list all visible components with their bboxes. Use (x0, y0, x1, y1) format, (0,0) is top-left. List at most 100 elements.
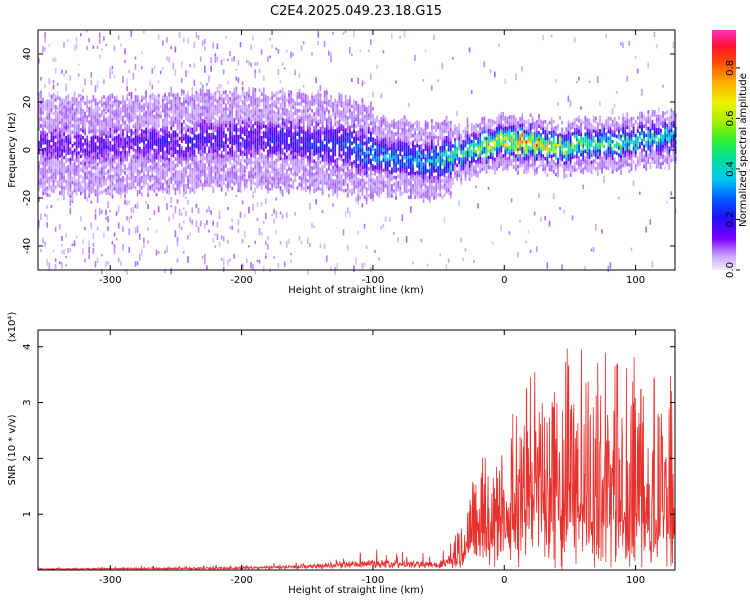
spectrogram-cell (65, 264, 67, 267)
spectrogram-cell (258, 169, 261, 173)
spectrogram-cell (216, 136, 219, 141)
spectrogram-cell (69, 113, 72, 118)
spectrogram-cell (256, 202, 259, 207)
spectrogram-cell (353, 183, 355, 188)
spectrogram-cell (193, 156, 196, 161)
spectrogram-cell (239, 128, 242, 133)
spectrogram-cell (332, 142, 334, 146)
spectrogram-cell (162, 108, 164, 113)
spectrogram-cell (124, 171, 126, 175)
spectrogram-cell (145, 177, 147, 182)
spectrogram-cell (359, 172, 362, 176)
spectrogram-cell (237, 128, 240, 132)
spectrogram-cell (98, 147, 101, 151)
spectrogram-cell (271, 109, 274, 113)
spectrogram-cell (262, 124, 265, 128)
spectrogram-cell (317, 96, 320, 100)
spectrogram-cell (370, 182, 372, 186)
spectrogram-cell (313, 139, 316, 143)
spectrogram-cell (201, 95, 204, 99)
spectrogram-cell (241, 90, 244, 94)
spectrogram-cell (290, 147, 292, 152)
spectrogram-cell (302, 139, 305, 144)
spectrogram-cell (145, 104, 147, 108)
spectrogram-cell (353, 190, 355, 194)
spectrogram-cell (157, 107, 160, 111)
spectrogram-cell (44, 107, 47, 111)
spectrogram-cell (84, 195, 86, 200)
spectrogram-cell (275, 175, 278, 180)
spectrogram-cell (155, 149, 158, 153)
spectrogram-cell (172, 116, 175, 121)
spectrogram-cell (191, 151, 194, 155)
spectrogram-cell (80, 147, 82, 152)
spectrogram-cell (359, 118, 362, 122)
spectrogram-cell (159, 141, 162, 146)
spectrogram-cell (298, 132, 301, 136)
spectrogram-cell (128, 162, 131, 167)
spectrogram-cell (277, 97, 280, 101)
spectrogram-cell (325, 91, 328, 95)
spectrogram-cell (239, 152, 242, 156)
spectrogram-cell (101, 96, 103, 101)
spectrogram-cell (288, 184, 290, 188)
spectrogram-cell (59, 134, 61, 138)
spectrogram-cell (275, 152, 278, 156)
spectrogram-cell (342, 168, 345, 173)
spectrogram-cell (227, 188, 229, 192)
spectrogram-cell (231, 92, 234, 97)
spectrogram-cell (178, 157, 181, 161)
spectrogram-cell (353, 99, 355, 104)
spectrogram-cell (65, 152, 68, 157)
spectrogram-cell (157, 34, 160, 40)
spectrogram-cell (69, 167, 72, 172)
spectrogram-cell (239, 95, 242, 99)
spectrogram-cell (292, 118, 295, 123)
spectrogram-cell (235, 130, 238, 134)
spectrogram-cell (269, 134, 271, 138)
spectrogram-cell (227, 174, 229, 179)
spectrogram-cell (260, 179, 263, 184)
spectrogram-cell (336, 157, 339, 162)
spectrogram-cell (124, 48, 126, 55)
spectrogram-cell (111, 137, 114, 142)
spectrogram-cell (336, 181, 339, 185)
spectrogram-cell (109, 67, 111, 73)
spectrogram-cell (309, 106, 311, 111)
spectrogram-cell (94, 155, 97, 160)
spectrogram-cell (212, 99, 215, 103)
spectrogram-cell (138, 140, 141, 144)
spectrogram-cell (307, 132, 309, 136)
spectrogram-cell (183, 167, 185, 171)
spectrogram-cell (321, 181, 324, 186)
spectrogram-cell (229, 140, 231, 145)
spectrogram-cell (136, 105, 139, 109)
spectrogram-cell (195, 161, 198, 166)
spectrogram-cell (252, 167, 255, 172)
spectrogram-cell (323, 41, 326, 47)
spectrogram-cell (258, 102, 261, 106)
spectrogram-cell (157, 124, 160, 128)
spectrogram-cell (384, 137, 387, 141)
spectrogram-cell (168, 181, 171, 185)
spectrogram-cell (355, 171, 358, 175)
spectrogram-cell (75, 235, 78, 239)
spectrogram-cell (262, 174, 265, 179)
spectrogram-cell (155, 162, 158, 167)
spectrogram-cell (269, 177, 271, 182)
spectrogram-cell (56, 83, 59, 86)
spectrogram-cell (147, 126, 150, 130)
spectrogram-cell (126, 97, 129, 101)
spectrogram-cell (82, 169, 84, 174)
spectrogram-cell (271, 159, 274, 164)
spectrogram-cell (189, 153, 192, 157)
spectrogram-cell (56, 156, 59, 161)
spectrogram-cell (332, 128, 334, 133)
spectrogram-cell (42, 181, 44, 186)
spectrogram-cell (138, 116, 141, 121)
spectrogram-cell (243, 231, 246, 238)
spectrogram-cell (71, 176, 74, 183)
spectrogram-cell (313, 152, 316, 157)
spectrogram-cell (48, 153, 51, 157)
spectrogram-cell (388, 163, 391, 168)
